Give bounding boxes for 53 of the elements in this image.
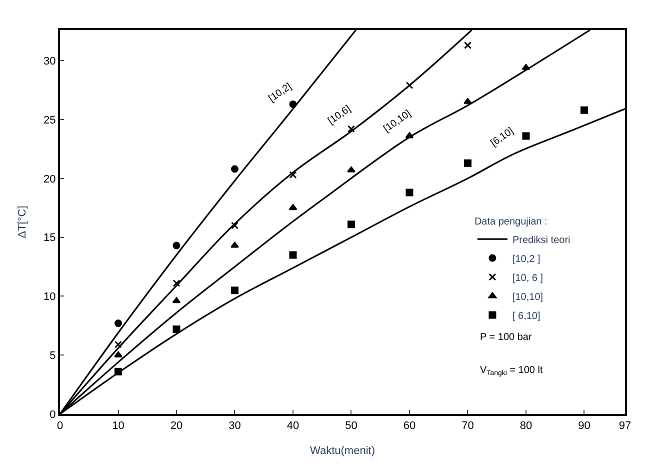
point (172, 325, 180, 333)
point (288, 204, 298, 210)
x-tick-label: 80 (520, 420, 532, 432)
point (464, 98, 472, 104)
point (172, 280, 180, 287)
point (289, 251, 297, 259)
x-tick-label: 97 (618, 420, 632, 432)
y-tick-label: 30 (44, 55, 56, 68)
point (114, 351, 122, 358)
legend-title: Data pengujian : (474, 216, 548, 228)
legend-label: [10,10] (512, 292, 544, 303)
y-tick-label: 20 (44, 173, 56, 186)
point (172, 297, 181, 304)
x-tick-label: 50 (345, 420, 358, 432)
point (172, 242, 180, 250)
y-tick-label: 15 (44, 232, 56, 244)
x-tick-label: 90 (578, 420, 590, 432)
x-tick-label: 20 (170, 420, 183, 432)
legend-label: Prediksi teori (512, 234, 570, 246)
point (580, 106, 588, 114)
y-tick-label: 5 (50, 350, 56, 362)
annotation: V$_{Tangki}$ = 100 lt (480, 365, 543, 378)
point (230, 222, 238, 230)
x-tick-label: 60 (403, 420, 416, 432)
legend-label: [ 6,10] (512, 310, 540, 322)
point (522, 132, 530, 140)
annotation: P = 100 bar (480, 332, 532, 343)
legend-label: [10, 6 ] (512, 272, 544, 284)
y-tick-label: 10 (44, 291, 56, 304)
point (114, 340, 122, 348)
x-tick-label: 10 (112, 420, 124, 432)
point (114, 368, 122, 376)
point (347, 220, 355, 228)
point (464, 42, 472, 50)
x-tick-label: 40 (286, 420, 300, 432)
point (406, 188, 414, 196)
point (406, 82, 414, 90)
point (347, 166, 356, 172)
y-tick-label: 0 (50, 408, 56, 421)
point (347, 125, 355, 133)
x-tick-label: 30 (228, 420, 241, 432)
y-axis-title: ΔT[°C] (16, 206, 29, 238)
x-tick-label: 70 (462, 420, 474, 432)
point (522, 64, 530, 70)
point (114, 320, 122, 328)
point (230, 286, 238, 294)
point (289, 171, 297, 179)
point (464, 159, 472, 167)
y-tick-label: 25 (44, 114, 56, 126)
x-axis-title: Waktu(menit) (310, 444, 375, 457)
legend-label: [10,2 ] (512, 254, 540, 265)
point (230, 165, 238, 173)
point (230, 242, 239, 248)
